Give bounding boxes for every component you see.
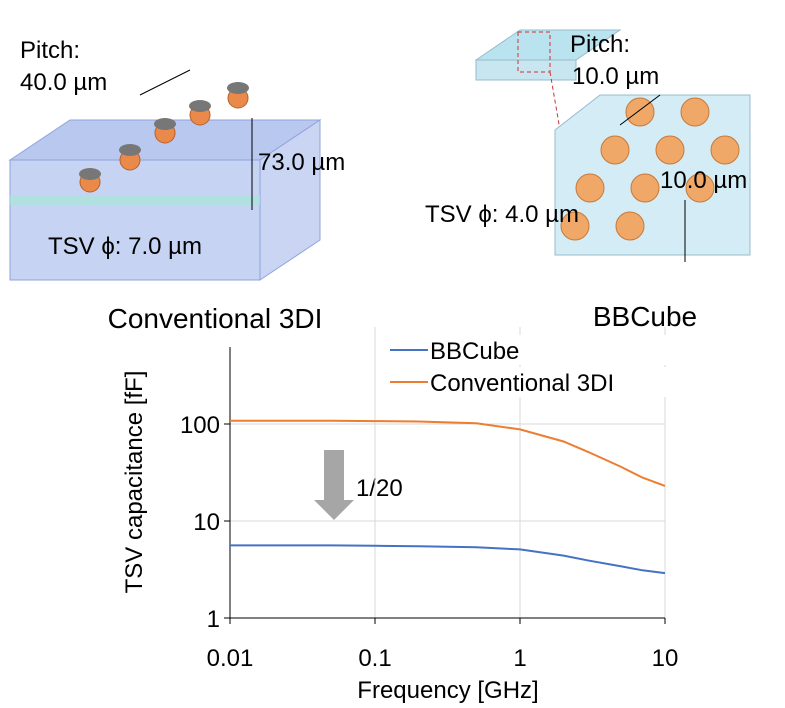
bbcube-illustration: Pitch: 10.0 µm 10.0 µm TSV ϕ: 4.0 µm BBC… (425, 30, 750, 332)
pitch-value: 10.0 µm (572, 63, 659, 90)
tsv-value: TSV ϕ: 7.0 µm (48, 233, 202, 260)
x-tick-label: 1 (513, 645, 526, 672)
x-tick-label: 0.1 (358, 645, 391, 672)
legend-label: BBCube (430, 338, 519, 365)
chart: Frequency [GHz] TSV capacitance [fF] 1/2… (121, 327, 678, 704)
pitch-label: Pitch: (20, 37, 80, 64)
pitch-label: Pitch: (570, 31, 630, 58)
series-line (230, 545, 665, 573)
x-tick-label: 0.01 (207, 645, 254, 672)
x-axis-title: Frequency [GHz] (357, 677, 538, 704)
box-front (10, 160, 260, 280)
pitch-arrow (140, 70, 190, 95)
figure: Pitch: 40.0 µm 73.0 µm TSV ϕ: 7.0 µm Con… (0, 0, 785, 708)
height-value: 10.0 µm (660, 167, 747, 194)
caption: BBCube (593, 301, 697, 332)
mini-front (476, 60, 576, 80)
series-line (230, 421, 665, 486)
tsv-value: TSV ϕ: 4.0 µm (425, 201, 579, 228)
annotation: 1/20 (356, 475, 403, 502)
y-tick-label: 100 (180, 412, 220, 439)
layer (10, 195, 260, 205)
conventional-illustration: Pitch: 40.0 µm 73.0 µm TSV ϕ: 7.0 µm Con… (10, 37, 345, 334)
y-tick-label: 10 (193, 509, 220, 536)
reduction-arrow (314, 450, 354, 520)
y-axis-title: TSV capacitance [fF] (121, 371, 148, 594)
legend-label: Conventional 3DI (430, 370, 614, 397)
caption: Conventional 3DI (108, 303, 323, 334)
height-value: 73.0 µm (258, 149, 345, 176)
y-tick-label: 1 (207, 606, 220, 633)
x-tick-label: 10 (652, 645, 679, 672)
pitch-value: 40.0 µm (20, 69, 107, 96)
zoom-line (550, 72, 560, 130)
